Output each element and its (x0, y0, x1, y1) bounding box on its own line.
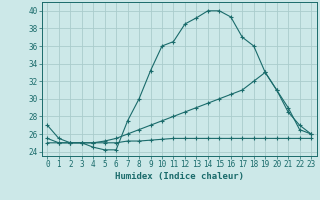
X-axis label: Humidex (Indice chaleur): Humidex (Indice chaleur) (115, 172, 244, 181)
